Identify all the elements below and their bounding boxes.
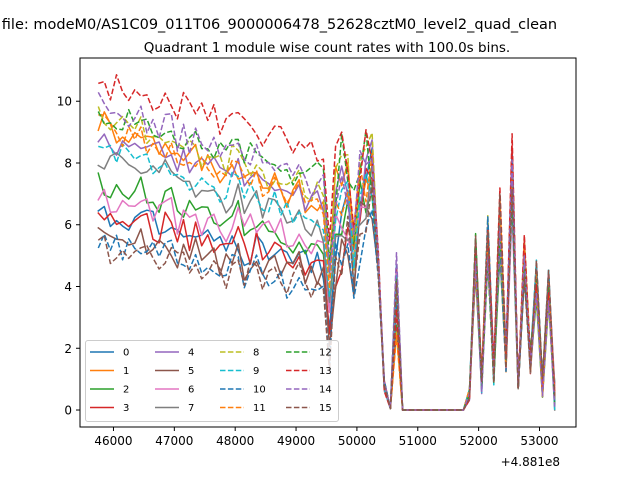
- legend-label-12: 12: [319, 348, 332, 359]
- x-ticks: 46000 47000 48000 49000 50000 51000 52000 53000: [94, 427, 559, 448]
- y-ticks: 0 2 4 6 8 10: [57, 95, 80, 418]
- x-tick-label: 51000: [399, 434, 437, 448]
- y-tick-label: 0: [64, 404, 72, 418]
- legend-label-0: 0: [123, 348, 129, 359]
- x-tick-label: 52000: [460, 434, 498, 448]
- legend-label-10: 10: [253, 385, 266, 396]
- legend-label-5: 5: [188, 366, 194, 377]
- legend-label-6: 6: [188, 385, 194, 396]
- x-tick-label: 46000: [94, 434, 132, 448]
- x-tick-label: 49000: [277, 434, 315, 448]
- y-tick-label: 2: [64, 342, 72, 356]
- legend-label-4: 4: [188, 348, 194, 359]
- y-tick-label: 10: [57, 95, 72, 109]
- plot-lines: [97, 74, 556, 411]
- x-tick-label: 53000: [520, 434, 558, 448]
- chart-title: Quadrant 1 module wise count rates with …: [144, 40, 510, 56]
- series-line-13: [98, 74, 556, 411]
- x-tick-label: 50000: [338, 434, 376, 448]
- legend-label-2: 2: [123, 385, 129, 396]
- legend-label-14: 14: [319, 385, 332, 396]
- legend-label-13: 13: [319, 366, 332, 377]
- legend-label-15: 15: [319, 403, 332, 414]
- x-tick-label: 47000: [155, 434, 193, 448]
- legend-box: [85, 340, 339, 422]
- y-tick-label: 6: [64, 218, 72, 232]
- legend-label-9: 9: [253, 366, 259, 377]
- legend-label-8: 8: [253, 348, 259, 359]
- suptitle: n file: modeM0/AS1C09_011T06_9000006478_…: [0, 17, 557, 33]
- legend-label-1: 1: [123, 366, 129, 377]
- series-line-9: [98, 143, 556, 411]
- y-tick-label: 8: [64, 156, 72, 170]
- x-offset-label: +4.881e8: [501, 455, 560, 469]
- axes-frame: [79, 57, 577, 428]
- x-tick-label: 48000: [216, 434, 254, 448]
- legend-label-7: 7: [188, 403, 194, 414]
- legend-label-11: 11: [253, 403, 266, 414]
- series-line-15: [97, 181, 556, 411]
- legend-label-3: 3: [123, 403, 129, 414]
- y-tick-label: 4: [64, 280, 72, 294]
